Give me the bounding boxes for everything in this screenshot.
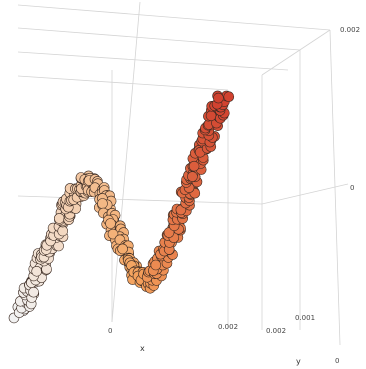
scatter-point bbox=[105, 218, 116, 229]
scatter-point bbox=[53, 213, 65, 224]
z-tick-label: 0.002 bbox=[340, 26, 360, 34]
scatter-point bbox=[107, 228, 119, 240]
back-grid-line bbox=[17, 75, 229, 91]
scatter-point bbox=[223, 91, 235, 102]
scatter-point bbox=[150, 259, 162, 271]
back-grid-line bbox=[329, 29, 341, 346]
axis-grid bbox=[17, 1, 349, 346]
scatter-point bbox=[117, 243, 128, 255]
floor-grid-line bbox=[261, 183, 349, 205]
y-tick-label: 0.001 bbox=[295, 314, 315, 322]
back-grid-line bbox=[17, 4, 331, 31]
scatter-point bbox=[31, 265, 43, 277]
back-grid-line bbox=[17, 27, 301, 51]
scatter-point bbox=[188, 160, 200, 172]
scatter-point bbox=[97, 198, 108, 209]
tick-labels: 0 0.002 0.002 0.001 0 0 0.002 x y bbox=[108, 26, 360, 366]
floor-grid-line bbox=[17, 195, 263, 205]
scatter-point bbox=[57, 225, 69, 237]
back-grid-line bbox=[17, 51, 289, 71]
scatter-point bbox=[28, 286, 39, 298]
y-axis-title: y bbox=[296, 357, 301, 366]
scatter-points bbox=[8, 90, 235, 324]
x-axis-title: x bbox=[140, 344, 145, 353]
back-grid-line bbox=[111, 1, 141, 323]
back-grid-line bbox=[261, 29, 331, 76]
y-tick-label: 0.002 bbox=[266, 327, 286, 335]
scatter-point bbox=[213, 92, 224, 104]
scatter-point bbox=[205, 110, 217, 122]
x-tick-label: 0 bbox=[108, 327, 112, 335]
y-tick-label: 0 bbox=[335, 357, 339, 365]
scatter-point bbox=[187, 171, 198, 182]
x-tick-label: 0.002 bbox=[218, 323, 238, 331]
z-tick-label: 0 bbox=[350, 184, 354, 192]
